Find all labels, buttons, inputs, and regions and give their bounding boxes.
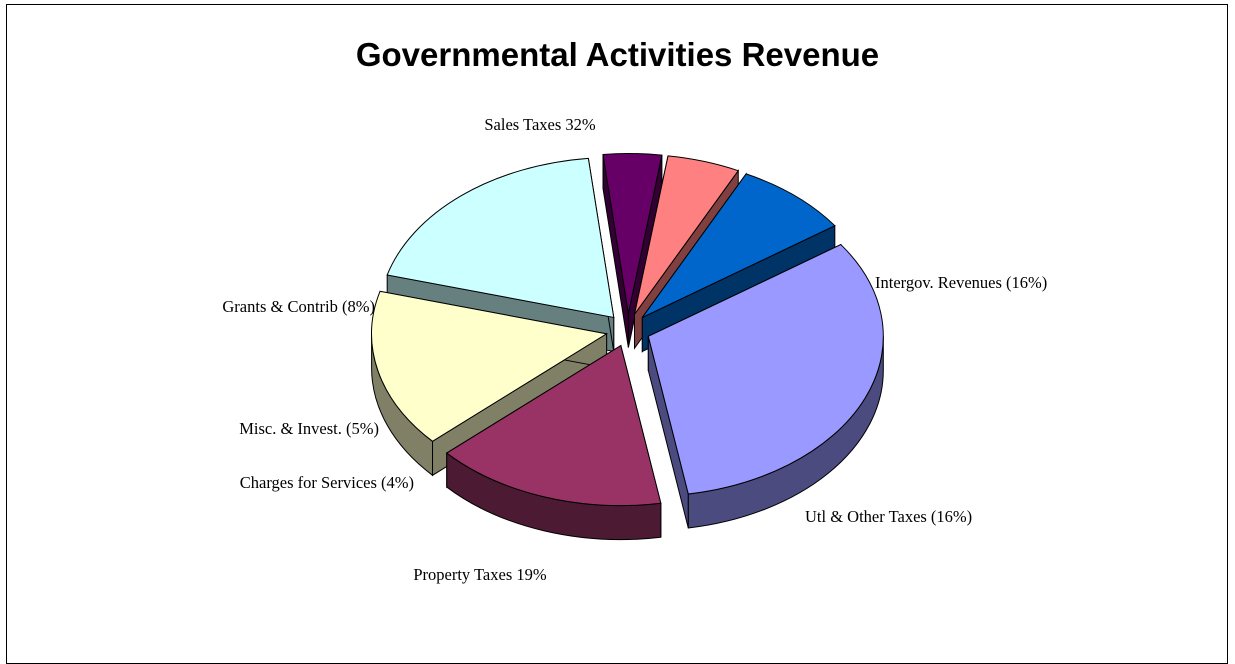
- slice-property-taxes-label: Property Taxes 19%: [413, 565, 547, 584]
- slice-sales-taxes: [647, 243, 884, 529]
- slice-utl-other-taxes-label: Utl & Other Taxes (16%): [805, 507, 972, 526]
- slice-intergov-revenues-label: Intergov. Revenues (16%): [875, 273, 1047, 292]
- chart-title: Governmental Activities Revenue: [355, 36, 880, 73]
- slice-charges-for-services-label: Charges for Services (4%): [240, 473, 414, 492]
- slice-sales-taxes-label: Sales Taxes 32%: [484, 115, 596, 134]
- slice-grants-contrib-label: Grants & Contrib (8%): [222, 297, 375, 316]
- slice-intergov-revenues: [445, 344, 662, 541]
- chart-frame: [6, 4, 1228, 664]
- pie-chart: Sales Taxes 32% Intergov. Revenues (16%) U…: [222, 115, 1047, 584]
- slice-misc-invest-label: Misc. & Invest. (5%): [239, 419, 379, 438]
- slice-charges-for-services: [602, 153, 663, 348]
